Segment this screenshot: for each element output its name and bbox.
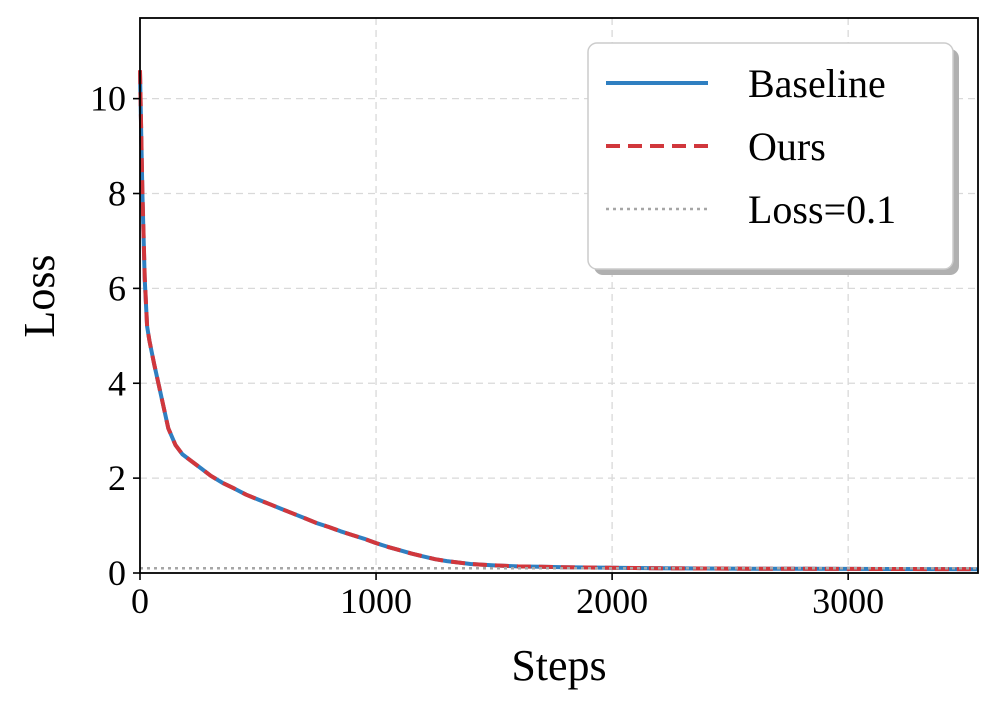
x-tick-label: 1000 <box>340 581 412 621</box>
y-tick-label: 2 <box>108 458 126 498</box>
x-tick-label: 0 <box>131 581 149 621</box>
y-axis-title: Loss <box>15 254 64 337</box>
y-tick-label: 8 <box>108 174 126 214</box>
axis-ticks: 0 1000 2000 3000 0 2 4 6 8 10 <box>90 79 884 621</box>
plot-frame <box>139 17 979 574</box>
legend-label-loss-0-1: Loss=0.1 <box>748 187 896 232</box>
y-tick-label: 0 <box>108 553 126 593</box>
legend: Baseline Ours Loss=0.1 <box>587 42 959 275</box>
x-tick-label: 3000 <box>812 581 884 621</box>
y-tick-label: 10 <box>90 79 126 119</box>
y-tick-label: 4 <box>108 363 126 403</box>
x-axis-title: Steps <box>511 641 606 690</box>
series-line-ours <box>138 70 979 572</box>
legend-box <box>587 42 954 270</box>
legend-entries: Baseline Ours Loss=0.1 <box>606 61 896 232</box>
y-tick-label: 6 <box>108 268 126 308</box>
x-tick-label: 2000 <box>576 581 648 621</box>
legend-label-ours: Ours <box>748 124 826 169</box>
legend-label-baseline: Baseline <box>748 61 886 106</box>
series-lines <box>138 70 979 572</box>
